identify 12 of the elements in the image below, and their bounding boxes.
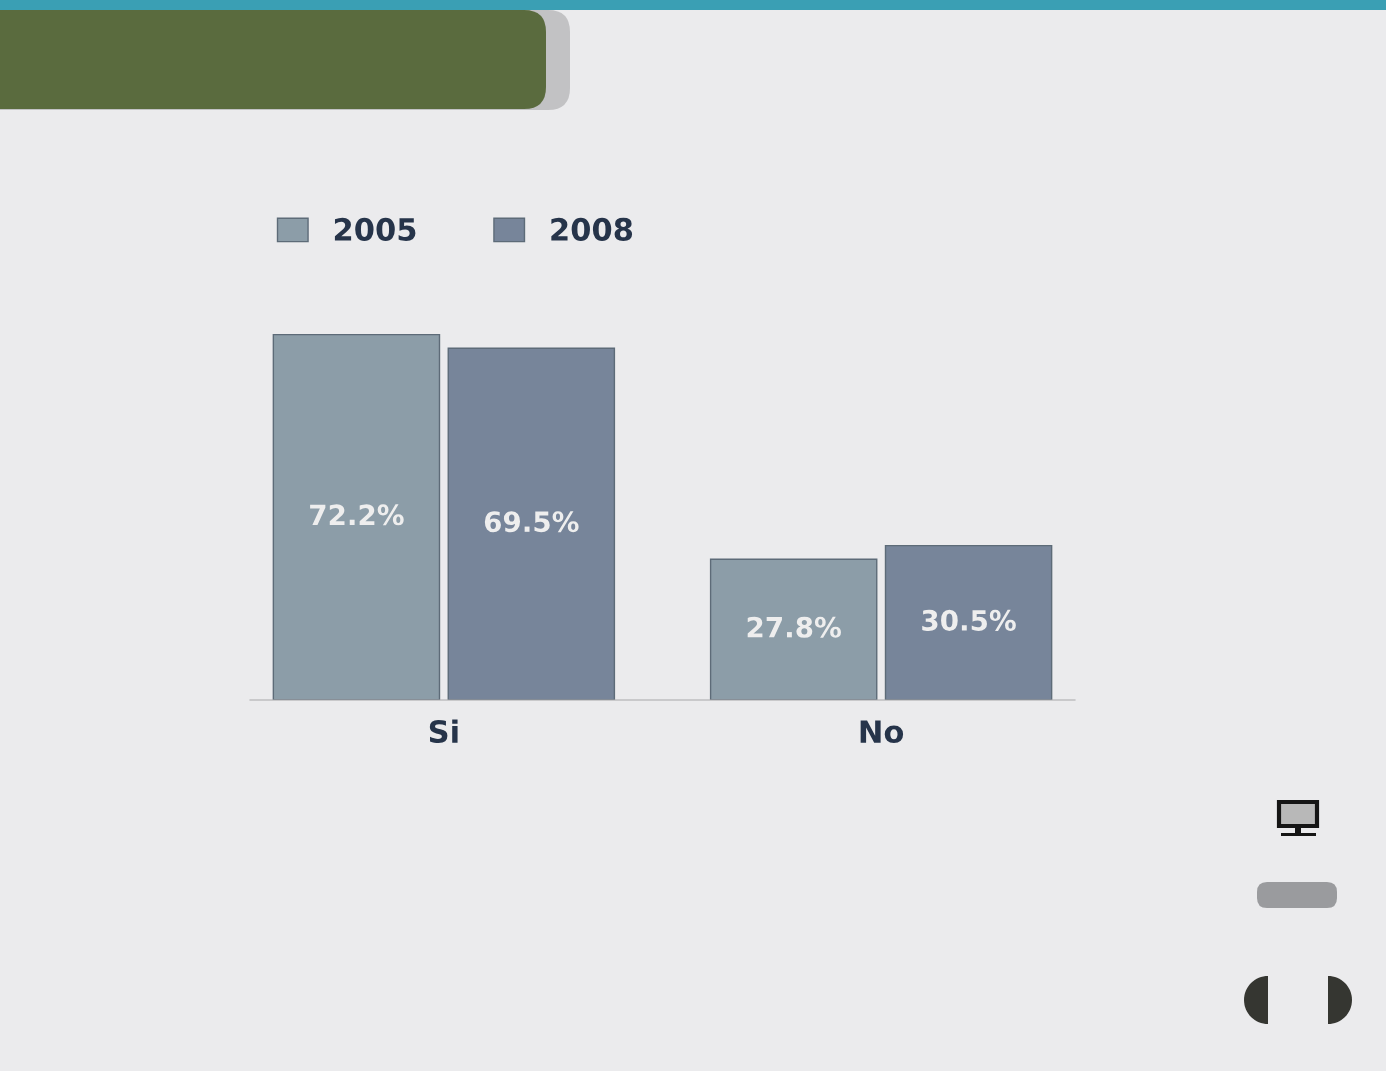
data-label: 27.8%	[747, 616, 841, 638]
x-tick-label: Si	[429, 719, 458, 744]
data-label: 69.5%	[484, 511, 579, 533]
x-tick-label: No	[860, 720, 904, 744]
bar	[884, 544, 1053, 700]
data-label: 30.5%	[922, 609, 1016, 631]
bar	[709, 558, 878, 700]
legend-label: 2008	[551, 217, 633, 241]
data-label: 72.2%	[310, 504, 404, 526]
bar	[447, 347, 616, 700]
bar	[272, 333, 441, 700]
legend-label: 2005	[334, 217, 416, 241]
